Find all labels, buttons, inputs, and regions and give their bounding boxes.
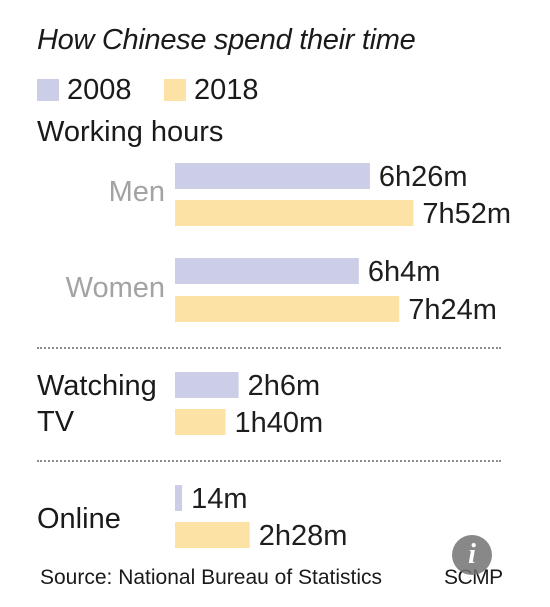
bar-2018-group0-row0 <box>175 200 414 226</box>
row-label-women: Women <box>65 272 165 304</box>
legend-item-2008: 2008 <box>37 73 132 106</box>
publisher-brand: SCMP <box>444 566 503 589</box>
legend-label-2008: 2008 <box>67 73 132 106</box>
value-label-2018-group0-row1: 7h24m <box>408 294 497 326</box>
bar-2008-group0-row0 <box>175 163 370 189</box>
legend-swatch-2008 <box>37 79 59 101</box>
value-label-2008-group0-row1: 6h4m <box>368 256 441 288</box>
value-label-2008-group2-row0: 14m <box>191 483 247 515</box>
divider-1 <box>37 347 501 349</box>
bar-2018-group2-row0 <box>175 522 250 548</box>
section-title-working-hours: Working hours <box>37 116 224 148</box>
section-title-watching-tv-line1: Watching <box>37 370 157 402</box>
value-label-2018-group1-row0: 1h40m <box>235 407 324 439</box>
value-label-2018-group0-row0: 7h52m <box>422 198 511 230</box>
info-icon: i <box>468 539 476 570</box>
divider-2 <box>37 460 501 462</box>
bar-2008-group1-row0 <box>175 372 239 398</box>
bar-2008-group0-row1 <box>175 258 359 284</box>
info-button[interactable]: i <box>452 535 492 575</box>
section-title-online: Online <box>37 503 121 535</box>
legend-label-2018: 2018 <box>194 73 259 106</box>
value-label-2008-group1-row0: 2h6m <box>248 370 321 402</box>
legend-swatch-2018 <box>164 79 186 101</box>
legend-item-2018: 2018 <box>164 73 259 106</box>
bar-2008-group2-row0 <box>175 485 183 511</box>
value-label-2018-group2-row0: 2h28m <box>259 520 348 552</box>
bar-2018-group0-row1 <box>175 296 400 322</box>
row-label-men: Men <box>108 176 165 208</box>
chart-title: How Chinese spend their time <box>37 24 416 56</box>
bar-2018-group1-row0 <box>175 409 226 435</box>
source-note: Source: National Bureau of Statistics <box>40 566 383 589</box>
section-title-watching-tv-line2: TV <box>37 406 75 438</box>
value-label-2008-group0-row0: 6h26m <box>379 161 468 193</box>
